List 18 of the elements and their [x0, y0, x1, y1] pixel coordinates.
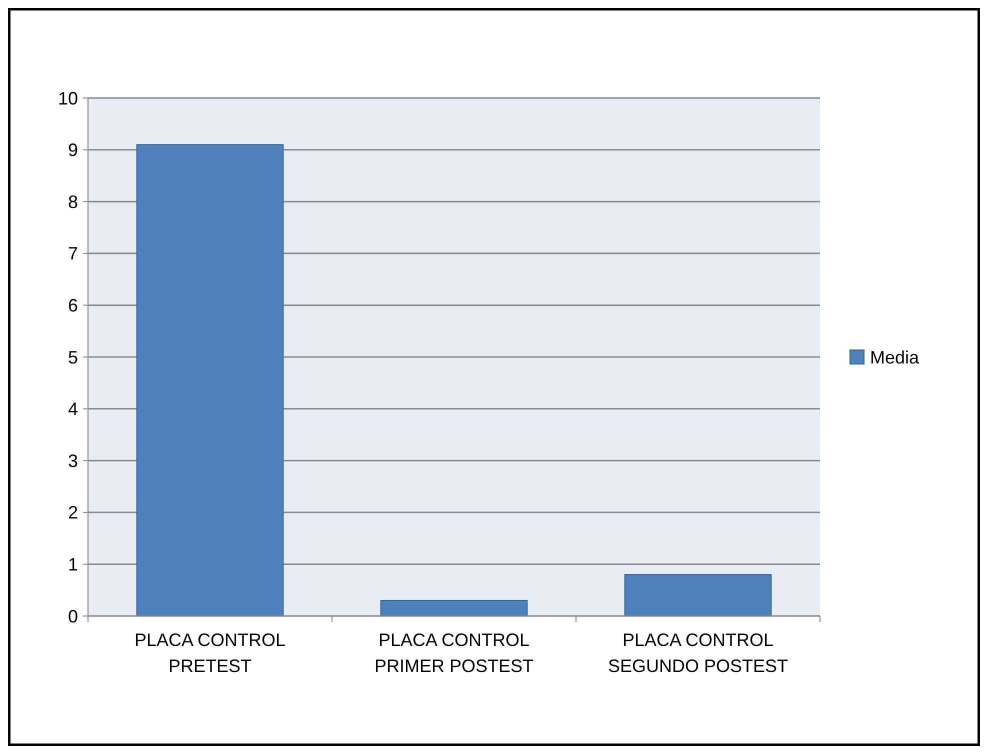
x-tick-label: PLACA CONTROL SEGUNDO POSTEST — [608, 630, 788, 676]
bar — [380, 600, 528, 616]
legend-label: Media — [870, 347, 920, 368]
x-tick-label: PLACA CONTROL PRETEST — [134, 630, 286, 676]
y-tick-label: 4 — [68, 399, 78, 420]
y-tick-label: 1 — [68, 554, 78, 574]
y-tick-label: 7 — [68, 244, 78, 264]
y-tick-label: 9 — [68, 140, 78, 160]
bar — [136, 144, 284, 616]
x-tick-label: PLACA CONTROL PRIMER POSTEST — [374, 630, 534, 676]
y-tick-label: 2 — [68, 502, 78, 523]
y-tick-label: 3 — [68, 450, 78, 471]
y-tick-label: 10 — [58, 88, 78, 108]
y-tick-label: 6 — [68, 296, 78, 316]
y-tick-label: 0 — [68, 606, 78, 626]
bar — [624, 574, 772, 616]
y-tick-label: 5 — [68, 347, 78, 368]
y-tick-label: 8 — [68, 192, 78, 212]
